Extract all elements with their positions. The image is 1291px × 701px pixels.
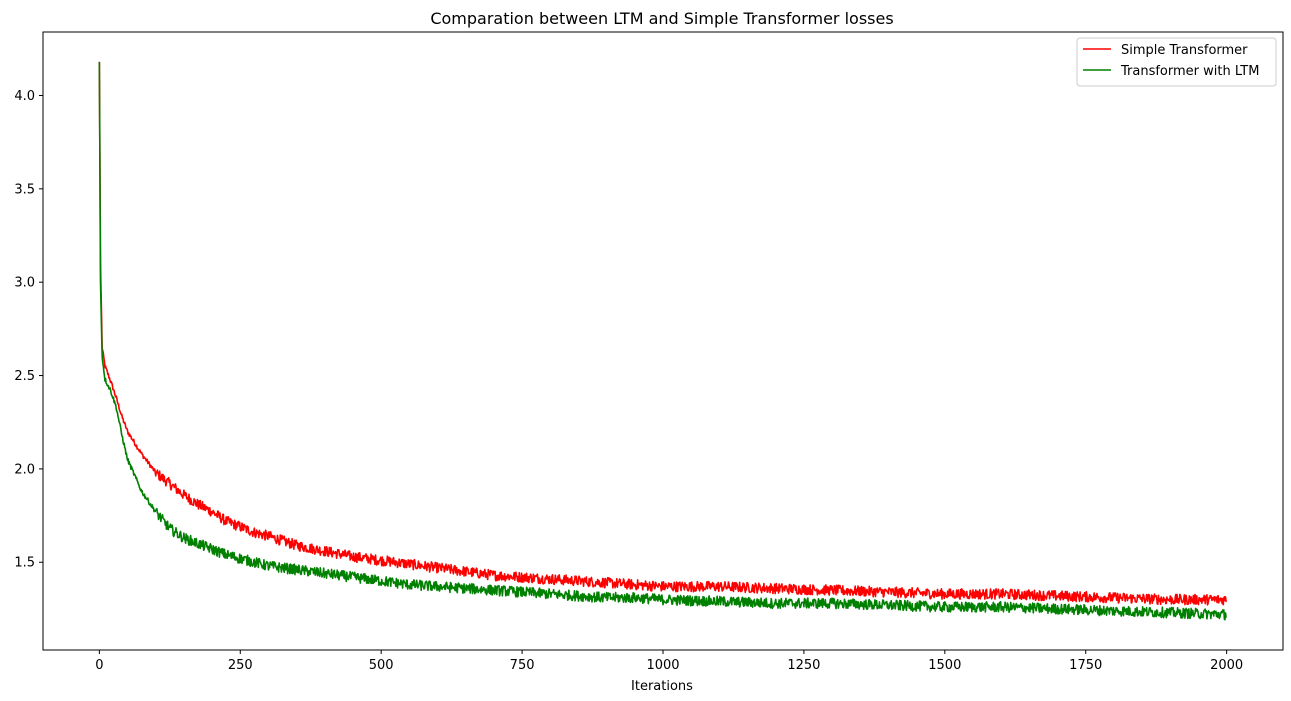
- x-tick-label: 1000: [646, 658, 679, 673]
- x-tick-label: 0: [95, 658, 103, 673]
- y-tick-label: 2.5: [14, 369, 35, 384]
- legend: Simple Transformer Transformer with LTM: [1076, 37, 1277, 87]
- x-tick-label: 2000: [1210, 658, 1243, 673]
- plot-area: [42, 31, 1284, 651]
- series-line-transformer-with-ltm: [98, 61, 1227, 621]
- y-tick-label: 3.5: [14, 182, 35, 197]
- x-tick-label: 250: [228, 658, 253, 673]
- legend-label: Transformer with LTM: [1120, 64, 1259, 79]
- x-tick-label: 1750: [1069, 658, 1102, 673]
- x-axis-title: Iterations: [631, 679, 693, 694]
- x-tick-label: 1250: [787, 658, 820, 673]
- y-axis: 1.5 2.0 2.5 3.0 3.5 4.0: [14, 89, 43, 571]
- y-tick-label: 3.0: [14, 276, 35, 291]
- series-layer: [98, 61, 1228, 621]
- legend-box: [1076, 37, 1277, 87]
- x-tick-label: 500: [369, 658, 394, 673]
- chart-title: Comparation between LTM and Simple Trans…: [430, 9, 893, 28]
- x-axis: 0 250 500 750 1000 1250 1500 1750 2000: [95, 650, 1243, 673]
- y-tick-label: 2.0: [14, 462, 35, 477]
- legend-label: Simple Transformer: [1121, 43, 1248, 58]
- y-tick-label: 4.0: [14, 89, 35, 104]
- series-line-simple-transformer: [98, 61, 1228, 606]
- y-tick-label: 1.5: [14, 556, 35, 571]
- x-tick-label: 1500: [928, 658, 961, 673]
- x-tick-label: 750: [510, 658, 535, 673]
